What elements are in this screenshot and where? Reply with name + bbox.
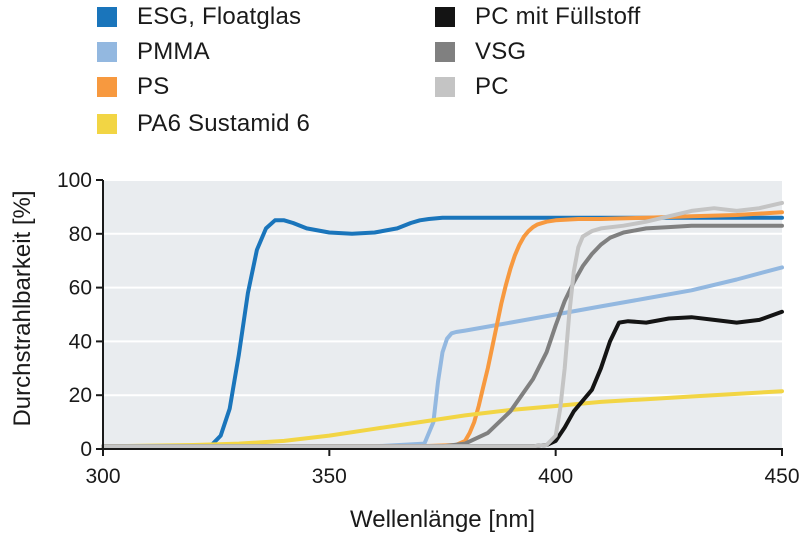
y-tick-label-0: 0 bbox=[80, 438, 92, 461]
series-lines bbox=[101, 200, 784, 449]
series-line-1 bbox=[101, 265, 784, 449]
y-tick-label-40: 40 bbox=[69, 330, 92, 353]
series-line-0 bbox=[101, 215, 784, 449]
y-tick-label-20: 20 bbox=[69, 384, 92, 407]
legend-item-pc-fuellstoff: PC mit Füllstoff bbox=[435, 2, 640, 32]
legend-label-esg: ESG, Floatglas bbox=[137, 3, 302, 30]
legend-item-pc: PC bbox=[435, 72, 509, 102]
grid-lines bbox=[103, 179, 782, 397]
series-line-2 bbox=[101, 210, 784, 449]
series-line-3 bbox=[101, 389, 784, 449]
series-line-5 bbox=[101, 223, 784, 449]
legend-item-ps: PS bbox=[97, 72, 169, 102]
chart-legend: ESG, Floatglas PMMA PS PA6 Sustamid 6 PC… bbox=[0, 0, 800, 150]
legend-swatch-pa6 bbox=[97, 114, 117, 134]
legend-label-vsg: VSG bbox=[475, 38, 527, 65]
y-tick-label-80: 80 bbox=[69, 223, 92, 246]
legend-label-pc-fuellstoff: PC mit Füllstoff bbox=[475, 3, 641, 30]
series-line-4 bbox=[101, 309, 784, 449]
legend-item-pa6: PA6 Sustamid 6 bbox=[97, 109, 310, 139]
legend-label-pc: PC bbox=[475, 73, 509, 100]
plot-area bbox=[103, 180, 782, 449]
y-tick-label-100: 100 bbox=[57, 169, 92, 192]
legend-item-pmma: PMMA bbox=[97, 37, 210, 67]
x-tick-label-300: 300 bbox=[85, 465, 120, 488]
legend-label-pa6: PA6 Sustamid 6 bbox=[137, 110, 311, 137]
legend-label-pmma: PMMA bbox=[137, 38, 210, 65]
tick-labels: 0 20 40 60 80 100 300 350 400 450 bbox=[57, 169, 800, 488]
legend-item-vsg: VSG bbox=[435, 37, 526, 67]
x-tick-label-450: 450 bbox=[764, 465, 799, 488]
x-axis-title: Wellenlänge [nm] bbox=[350, 506, 535, 533]
legend-swatch-vsg bbox=[435, 42, 455, 62]
legend-swatch-pc-fuellstoff bbox=[435, 7, 455, 27]
legend-item-esg: ESG, Floatglas bbox=[97, 2, 301, 32]
legend-label-ps: PS bbox=[137, 73, 170, 100]
legend-swatch-ps bbox=[97, 77, 117, 97]
y-tick-label-60: 60 bbox=[69, 277, 92, 300]
axes bbox=[96, 179, 783, 456]
x-tick-label-400: 400 bbox=[538, 465, 573, 488]
legend-swatch-esg bbox=[97, 7, 117, 27]
y-axis-title: Durchstrahlbarkeit [%] bbox=[9, 190, 36, 426]
legend-swatch-pmma bbox=[97, 42, 117, 62]
x-tick-label-350: 350 bbox=[312, 465, 347, 488]
series-line-6 bbox=[101, 200, 784, 449]
legend-swatch-pc bbox=[435, 77, 455, 97]
